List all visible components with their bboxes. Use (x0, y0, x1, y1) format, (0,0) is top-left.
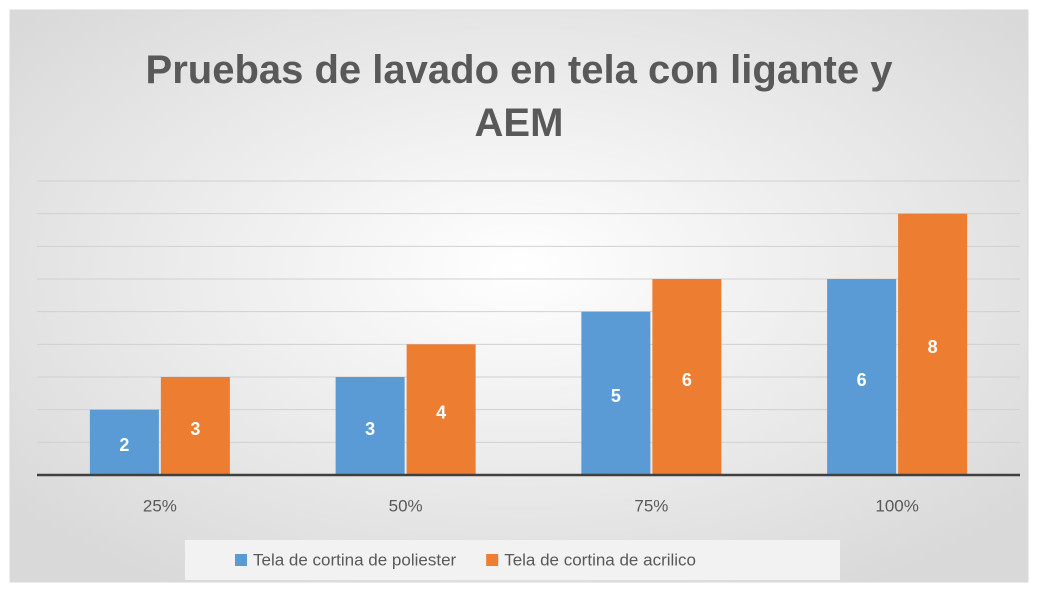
data-label: 5 (611, 386, 621, 406)
data-label: 6 (682, 370, 692, 390)
chart-title: Pruebas de lavado en tela con ligante y A… (146, 48, 894, 145)
data-label: 3 (190, 419, 200, 439)
data-label: 8 (928, 337, 938, 357)
title-line: Pruebas de lavado en tela con ligante y (146, 48, 894, 92)
bar (89, 409, 159, 475)
bar (160, 377, 230, 475)
bar (652, 279, 722, 475)
bar (335, 377, 405, 475)
x-tick-label: 50% (389, 496, 423, 515)
bar (827, 279, 897, 475)
legend-label: Tela de cortina de acrilico (504, 550, 696, 569)
bar (406, 344, 476, 475)
data-label: 4 (436, 402, 446, 422)
bar (898, 213, 968, 475)
x-tick-label: 25% (143, 496, 177, 515)
x-tick-label: 75% (634, 496, 668, 515)
data-label: 3 (365, 419, 375, 439)
legend-swatch (235, 554, 247, 566)
title-line: AEM (475, 101, 564, 145)
legend-swatch (486, 554, 499, 566)
legend-label: Tela de cortina de poliester (253, 550, 457, 569)
data-label: 6 (857, 370, 867, 390)
x-tick-label: 100% (875, 496, 918, 515)
data-label: 2 (119, 435, 129, 455)
bar (581, 311, 651, 475)
legend-box (185, 540, 840, 580)
